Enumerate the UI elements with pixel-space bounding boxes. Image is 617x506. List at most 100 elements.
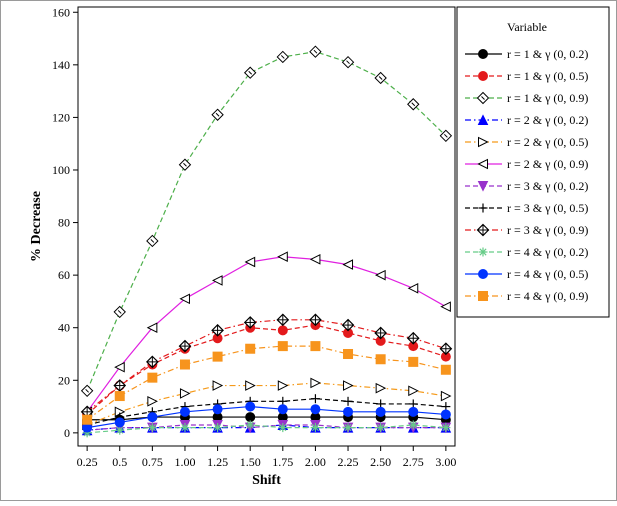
data-point [310, 423, 320, 433]
data-point [245, 412, 256, 423]
data-point [309, 45, 322, 58]
x-tick-label: 1.75 [272, 455, 293, 469]
data-point [276, 313, 290, 327]
y-tick-label: 40 [58, 321, 70, 335]
legend-label: r = 4 & γ (0, 0.5) [507, 267, 588, 281]
data-point [440, 301, 451, 312]
data-point [147, 372, 158, 383]
data-point [243, 66, 257, 79]
data-point [343, 348, 354, 359]
legend-label: r = 4 & γ (0, 0.9) [507, 289, 588, 303]
y-tick-label: 80 [58, 216, 70, 230]
series-line [86, 345, 447, 421]
data-point [211, 108, 224, 121]
legend-swatch-marker [478, 49, 488, 59]
x-tick-label: 2.75 [403, 455, 424, 469]
data-point [146, 234, 159, 248]
data-point [213, 423, 223, 433]
series-line [86, 382, 446, 426]
data-point [374, 326, 387, 340]
data-point [212, 351, 223, 362]
y-tick-label: 140 [52, 58, 70, 72]
data-point [114, 417, 125, 428]
data-point [277, 404, 288, 415]
legend-item: r = 1 & γ (0, 0.9) [465, 91, 588, 105]
x-tick-label: 1.00 [174, 455, 195, 469]
data-point [375, 354, 386, 365]
legend-swatch-marker [478, 247, 488, 257]
data-point [245, 420, 255, 430]
y-tick-label: 0 [64, 426, 70, 440]
series-line [86, 51, 447, 392]
legend-swatch-marker [478, 71, 488, 81]
y-tick-label: 160 [52, 5, 70, 19]
legend-item: r = 2 & γ (0, 0.5) [465, 135, 588, 149]
data-point [245, 401, 256, 412]
data-point [310, 341, 321, 352]
legend-item: r = 3 & γ (0, 0.9) [465, 223, 588, 237]
series-12 [82, 341, 451, 425]
legend-item: r = 3 & γ (0, 0.5) [465, 201, 588, 215]
series-line [86, 324, 447, 415]
series-9 [80, 313, 453, 419]
legend-label: r = 2 & γ (0, 0.5) [507, 135, 588, 149]
y-axis-label: % Decrease [29, 191, 44, 262]
series-6 [81, 251, 451, 418]
data-point [376, 423, 386, 433]
x-tick-label: 2.50 [370, 455, 391, 469]
legend-swatch-marker [477, 158, 488, 170]
data-point [341, 55, 355, 69]
legend-item: r = 4 & γ (0, 0.2) [465, 245, 588, 259]
legend-swatch-marker [477, 181, 489, 192]
data-point [178, 339, 192, 353]
data-point [278, 423, 288, 433]
x-tick-label: 2.25 [338, 455, 359, 469]
data-point [277, 341, 288, 352]
series-line [86, 256, 447, 413]
legend-title: Variable [507, 20, 547, 34]
legend-item: r = 3 & γ (0, 0.2) [465, 179, 588, 193]
data-point [245, 380, 256, 391]
legend-swatch-marker [476, 91, 490, 105]
y-tick-label: 20 [58, 373, 70, 387]
x-tick-label: 0.25 [77, 455, 98, 469]
legend-label: r = 2 & γ (0, 0.9) [507, 157, 588, 171]
legend-label: r = 3 & γ (0, 0.5) [507, 201, 588, 215]
data-point [343, 406, 354, 417]
data-point [179, 359, 190, 370]
data-point [211, 275, 223, 286]
data-point [147, 423, 157, 433]
legend-item: r = 2 & γ (0, 0.9) [465, 157, 588, 171]
legend-swatch-marker [476, 223, 490, 237]
data-point [113, 305, 126, 319]
series-11 [82, 401, 451, 433]
legend-swatch-marker [477, 114, 489, 125]
plot-frame [77, 6, 456, 447]
data-point [440, 364, 451, 375]
legend-item: r = 4 & γ (0, 0.5) [465, 267, 588, 281]
legend-label: r = 1 & γ (0, 0.2) [507, 47, 588, 61]
data-point [440, 409, 451, 420]
legend-label: r = 3 & γ (0, 0.2) [507, 179, 588, 193]
series-8 [82, 394, 451, 430]
data-point [408, 406, 419, 417]
data-point [243, 316, 257, 329]
data-point [82, 414, 93, 425]
series-line [87, 405, 446, 429]
data-point [180, 423, 190, 433]
x-tick-label: 2.00 [305, 455, 326, 469]
x-tick-label: 0.75 [142, 455, 163, 469]
data-point [374, 71, 387, 85]
legend-swatch-marker [478, 291, 488, 301]
legend-label: r = 3 & γ (0, 0.9) [507, 223, 588, 237]
data-point [343, 380, 354, 391]
series-3 [80, 45, 453, 398]
data-point [309, 254, 321, 265]
data-point [408, 385, 419, 397]
data-point [179, 406, 190, 417]
data-point [310, 404, 321, 415]
data-point [408, 356, 419, 367]
data-point [179, 293, 190, 305]
